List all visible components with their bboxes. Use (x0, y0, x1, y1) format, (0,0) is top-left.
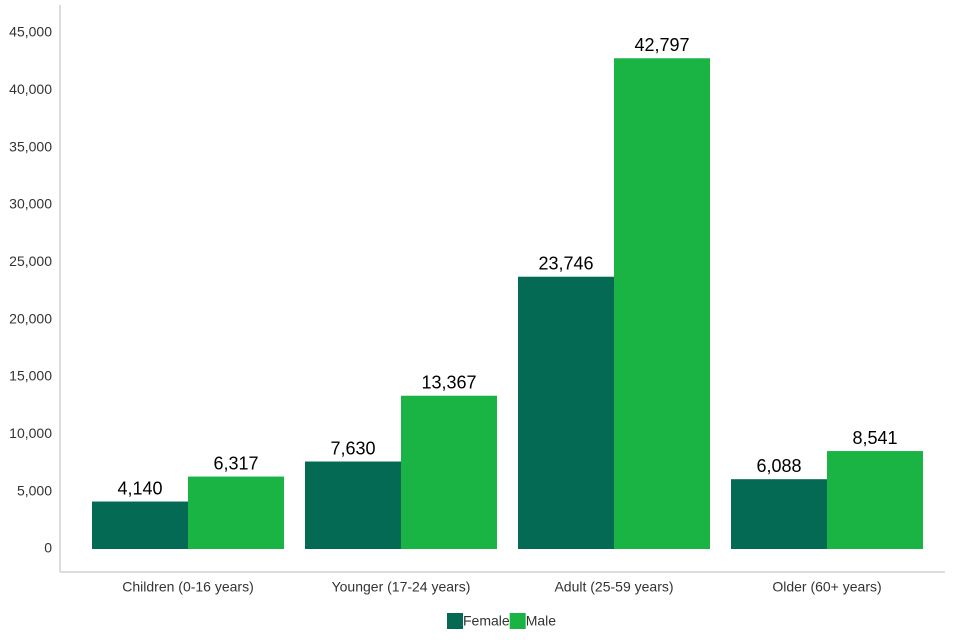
y-tick-label: 20,000 (9, 310, 52, 326)
y-tick-label: 5,000 (17, 482, 52, 498)
bar (401, 395, 497, 549)
y-tick-label: 10,000 (9, 425, 52, 441)
legend-swatch (447, 613, 463, 629)
bar (731, 479, 827, 549)
y-tick-label: 35,000 (9, 138, 52, 154)
y-tick-label: 25,000 (9, 253, 52, 269)
data-label: 42,797 (634, 35, 689, 55)
x-tick-label: Children (0-16 years) (122, 579, 254, 595)
data-label: 13,367 (421, 372, 476, 392)
data-label: 4,140 (117, 478, 162, 498)
y-tick-label: 0 (44, 540, 52, 556)
y-tick-label: 45,000 (9, 24, 52, 40)
bar (827, 451, 923, 549)
bar (305, 461, 401, 549)
data-label: 6,088 (756, 456, 801, 476)
bar (518, 276, 614, 549)
data-label: 8,541 (852, 428, 897, 448)
bar (188, 476, 284, 549)
x-tick-label: Older (60+ years) (772, 579, 881, 595)
x-tick-label: Younger (17-24 years) (332, 579, 471, 595)
data-label: 7,630 (330, 438, 375, 458)
data-label: 23,746 (538, 253, 593, 273)
bar (92, 501, 188, 549)
y-tick-label: 30,000 (9, 196, 52, 212)
legend-label: Male (526, 613, 557, 629)
legend-swatch (509, 613, 526, 629)
x-tick-label: Adult (25-59 years) (554, 579, 673, 595)
data-label: 6,317 (213, 453, 258, 473)
y-tick-label: 15,000 (9, 368, 52, 384)
legend-label: Female (463, 613, 510, 629)
y-tick-label: 40,000 (9, 81, 52, 97)
bar (614, 58, 710, 549)
